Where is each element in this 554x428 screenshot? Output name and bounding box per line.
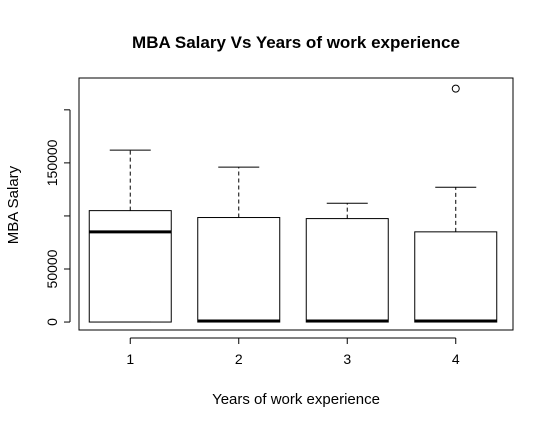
box <box>197 217 281 323</box>
box <box>88 210 172 323</box>
outlier-point <box>451 84 460 93</box>
x-tick-label: 3 <box>343 351 351 367</box>
x-tick-label: 1 <box>126 351 134 367</box>
x-tick-label: 4 <box>452 351 460 367</box>
y-axis-label: MBA Salary <box>5 165 22 244</box>
chart-marks: 0 50000 150000 1 2 3 4 <box>44 84 498 367</box>
y-tick-label: 0 <box>44 318 60 326</box>
chart-title: MBA Salary Vs Years of work experience <box>132 33 460 52</box>
x-tick-label: 2 <box>235 351 243 367</box>
y-tick-label: 50000 <box>44 249 60 288</box>
box <box>414 231 498 323</box>
box <box>305 218 389 323</box>
x-axis-label: Years of work experience <box>212 391 380 408</box>
y-tick-label: 150000 <box>44 139 60 186</box>
plot-frame <box>78 77 514 331</box>
